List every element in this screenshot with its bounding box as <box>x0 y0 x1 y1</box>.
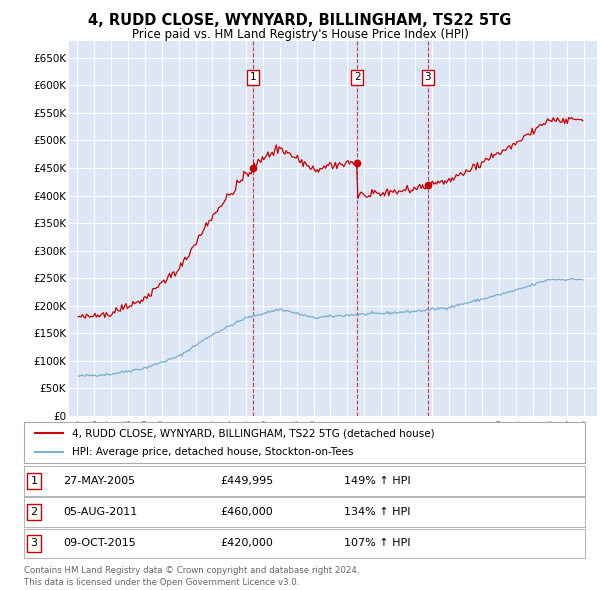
Text: This data is licensed under the Open Government Licence v3.0.: This data is licensed under the Open Gov… <box>24 578 299 588</box>
Text: 1: 1 <box>31 476 38 486</box>
Text: 3: 3 <box>424 72 431 82</box>
Text: 2: 2 <box>354 72 361 82</box>
Text: 2: 2 <box>31 507 38 517</box>
Text: 3: 3 <box>31 539 38 548</box>
Text: Price paid vs. HM Land Registry's House Price Index (HPI): Price paid vs. HM Land Registry's House … <box>131 28 469 41</box>
Text: 149% ↑ HPI: 149% ↑ HPI <box>344 476 410 486</box>
Text: 27-MAY-2005: 27-MAY-2005 <box>63 476 136 486</box>
Text: £460,000: £460,000 <box>220 507 273 517</box>
Text: 09-OCT-2015: 09-OCT-2015 <box>63 539 136 548</box>
Text: 107% ↑ HPI: 107% ↑ HPI <box>344 539 410 548</box>
Text: £420,000: £420,000 <box>220 539 273 548</box>
Text: 134% ↑ HPI: 134% ↑ HPI <box>344 507 410 517</box>
Text: £449,995: £449,995 <box>220 476 274 486</box>
Text: 1: 1 <box>250 72 257 82</box>
Text: Contains HM Land Registry data © Crown copyright and database right 2024.: Contains HM Land Registry data © Crown c… <box>24 566 359 575</box>
Text: 05-AUG-2011: 05-AUG-2011 <box>63 507 137 517</box>
Text: 4, RUDD CLOSE, WYNYARD, BILLINGHAM, TS22 5TG: 4, RUDD CLOSE, WYNYARD, BILLINGHAM, TS22… <box>88 13 512 28</box>
Text: HPI: Average price, detached house, Stockton-on-Tees: HPI: Average price, detached house, Stoc… <box>71 447 353 457</box>
Text: 4, RUDD CLOSE, WYNYARD, BILLINGHAM, TS22 5TG (detached house): 4, RUDD CLOSE, WYNYARD, BILLINGHAM, TS22… <box>71 428 434 438</box>
